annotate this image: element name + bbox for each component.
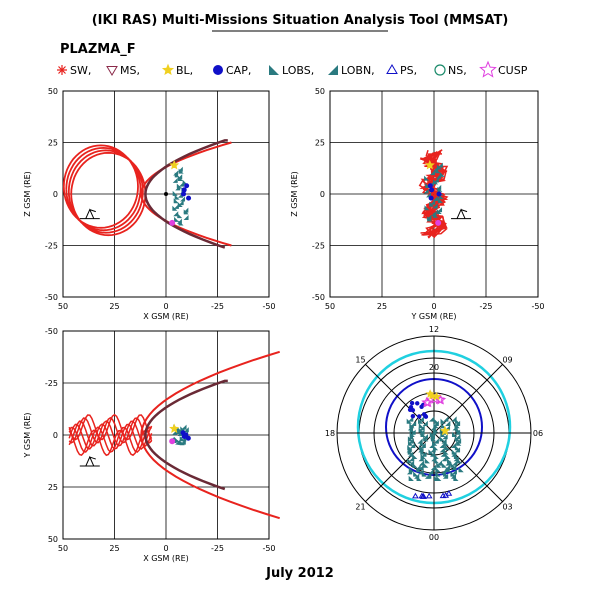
legend-marker-ms [106, 66, 118, 76]
legend-label-cap: CAP, [226, 64, 251, 77]
y-tick-label: 0 [53, 431, 58, 440]
legend-label-ns: NS, [448, 64, 467, 77]
mission-label: PLAZMA_F [60, 42, 136, 57]
ring-label: 20 [429, 363, 439, 372]
y-axis-label: Z GSM (RE) [290, 171, 299, 217]
y-tick-label: 50 [48, 535, 58, 544]
x-tick-label: 50 [58, 302, 68, 311]
magnetopause-xy [144, 379, 228, 491]
y-axis-label: Y GSM (RE) [23, 412, 32, 458]
x-tick-label: -25 [211, 302, 224, 311]
region-markers-yz [423, 159, 445, 226]
legend-item-lobs: LOBS, [269, 64, 314, 77]
sw-trajectory-xy [68, 350, 280, 520]
legend-label-cusp: CUSP [498, 64, 528, 77]
legend-item-cap: CAP, [213, 64, 251, 77]
hour-label: 12 [429, 325, 439, 334]
legend-item-cusp: CUSP [479, 60, 528, 78]
hour-label: 03 [502, 503, 512, 512]
y-tick-label: 0 [320, 190, 325, 199]
x-tick-label: 0 [163, 302, 168, 311]
y-tick-label: -50 [312, 293, 325, 302]
y-tick-label: 0 [53, 190, 58, 199]
magnetopause-xz [144, 139, 228, 249]
legend-marker-lobn [328, 65, 338, 75]
x-tick-label: -25 [211, 544, 224, 553]
hour-label: 09 [502, 355, 512, 364]
x-axis-label: X GSM (RE) [143, 554, 189, 563]
legend-item-ps: PS, [386, 64, 417, 77]
legend-marker-sw [57, 65, 67, 75]
y-tick-label: -25 [45, 379, 58, 388]
region-markers-xz [169, 159, 192, 226]
x-tick-label: 0 [163, 544, 168, 553]
y-tick-label: 25 [48, 483, 58, 492]
legend-label-lobs: LOBS, [282, 64, 314, 77]
x-axis-label: X GSM (RE) [143, 312, 189, 321]
footer-date: July 2012 [265, 566, 334, 581]
polar-spoke [365, 364, 435, 434]
eot-marker [79, 208, 100, 220]
y-tick-label: 25 [48, 139, 58, 148]
legend-item-ms: MS, [106, 64, 140, 77]
legend: SW, MS, BL, CAP, LOBS, LOBN, PS, NS, CUSP [57, 60, 528, 78]
panel-xy: 50 25 0 -25 -50 -50 -25 0 25 50 X GSM (RE) Y GSM (R… [23, 327, 280, 563]
x-axis-label: Y GSM (RE) [410, 312, 456, 321]
legend-label-sw: SW, [70, 64, 91, 77]
legend-item-ns: NS, [434, 64, 467, 77]
x-tick-label: 25 [377, 302, 387, 311]
legend-marker-cusp [479, 60, 497, 78]
panel-mlt-polar: 12 15 18 21 00 03 06 09 20 [325, 325, 543, 542]
x-tick-label: 25 [109, 302, 119, 311]
region-markers-xy [169, 423, 191, 446]
x-tick-label: 50 [325, 302, 335, 311]
legend-item-bl: BL, [161, 63, 193, 77]
legend-marker-cap [213, 65, 223, 75]
hour-label: 00 [429, 533, 439, 542]
x-tick-label: -50 [262, 302, 275, 311]
hour-label: 06 [533, 429, 543, 438]
x-tick-label: -25 [479, 302, 492, 311]
y-tick-label: 25 [315, 139, 325, 148]
y-tick-label: 50 [48, 87, 58, 96]
y-tick-label: 50 [315, 87, 325, 96]
hour-label: 18 [325, 429, 335, 438]
earth-marker [164, 192, 168, 196]
y-tick-label: -50 [45, 327, 58, 336]
legend-marker-lobs [269, 65, 279, 75]
legend-label-lobn: LOBN, [341, 64, 375, 77]
polar-region-markers [406, 389, 464, 499]
legend-label-bl: BL, [176, 64, 193, 77]
legend-item-sw: SW, [57, 64, 91, 77]
legend-label-ps: PS, [400, 64, 417, 77]
x-tick-label: -50 [531, 302, 544, 311]
y-tick-label: -25 [312, 242, 325, 251]
eot-marker [79, 455, 100, 467]
legend-item-lobn: LOBN, [328, 64, 375, 77]
x-tick-label: 50 [58, 544, 68, 553]
eot-marker [451, 208, 472, 220]
y-tick-label: -50 [45, 293, 58, 302]
x-tick-label: 25 [109, 544, 119, 553]
figure-title: (IKI RAS) Multi-Missions Situation Analy… [92, 13, 509, 28]
legend-label-ms: MS, [120, 64, 140, 77]
y-axis-label: Z GSM (RE) [23, 171, 32, 217]
y-tick-label: -25 [45, 242, 58, 251]
legend-marker-bl [161, 63, 175, 76]
legend-marker-ps [386, 64, 398, 74]
x-tick-label: 0 [431, 302, 436, 311]
hour-label: 21 [355, 503, 365, 512]
legend-marker-ns [434, 64, 446, 76]
x-tick-label: -50 [262, 544, 275, 553]
hour-label: 15 [355, 355, 365, 364]
